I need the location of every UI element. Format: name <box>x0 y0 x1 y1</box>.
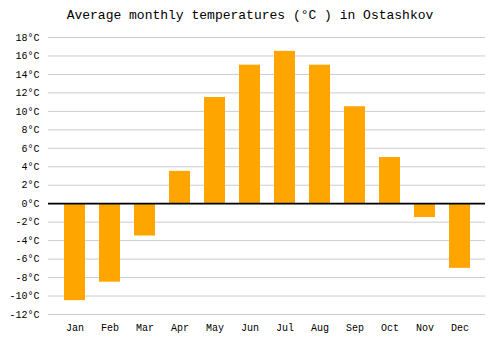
svg-text:May: May <box>206 323 224 334</box>
svg-text:16°C: 16°C <box>15 51 39 62</box>
svg-text:-12°C: -12°C <box>9 310 39 321</box>
svg-text:Jun: Jun <box>241 323 259 334</box>
svg-text:10°C: 10°C <box>15 107 39 118</box>
svg-text:Nov: Nov <box>416 323 434 334</box>
svg-text:Apr: Apr <box>171 323 189 334</box>
svg-text:12°C: 12°C <box>15 88 39 99</box>
svg-text:6°C: 6°C <box>21 144 39 155</box>
svg-text:4°C: 4°C <box>21 162 39 173</box>
svg-text:Jan: Jan <box>66 323 84 334</box>
svg-text:-10°C: -10°C <box>9 291 39 302</box>
svg-text:Sep: Sep <box>346 323 364 334</box>
svg-text:0°C: 0°C <box>21 199 39 210</box>
svg-text:Jul: Jul <box>276 323 294 334</box>
svg-text:Mar: Mar <box>136 323 154 334</box>
svg-text:Feb: Feb <box>101 323 119 334</box>
svg-text:Oct: Oct <box>381 323 399 334</box>
svg-text:Dec: Dec <box>451 323 469 334</box>
svg-text:8°C: 8°C <box>21 125 39 136</box>
html-text:Average monthly temperatures (: Average monthly temperatures (°C ) in Os… <box>66 8 434 23</box>
svg-text:14°C: 14°C <box>15 70 39 81</box>
svg-text:-2°C: -2°C <box>15 217 39 228</box>
svg-text:Aug: Aug <box>311 323 329 334</box>
svg-text:2°C: 2°C <box>21 180 39 191</box>
svg-text:18°C: 18°C <box>15 33 39 44</box>
svg-text:-8°C: -8°C <box>15 273 39 284</box>
svg-text:-4°C: -4°C <box>15 236 39 247</box>
svg-text:-6°C: -6°C <box>15 254 39 265</box>
